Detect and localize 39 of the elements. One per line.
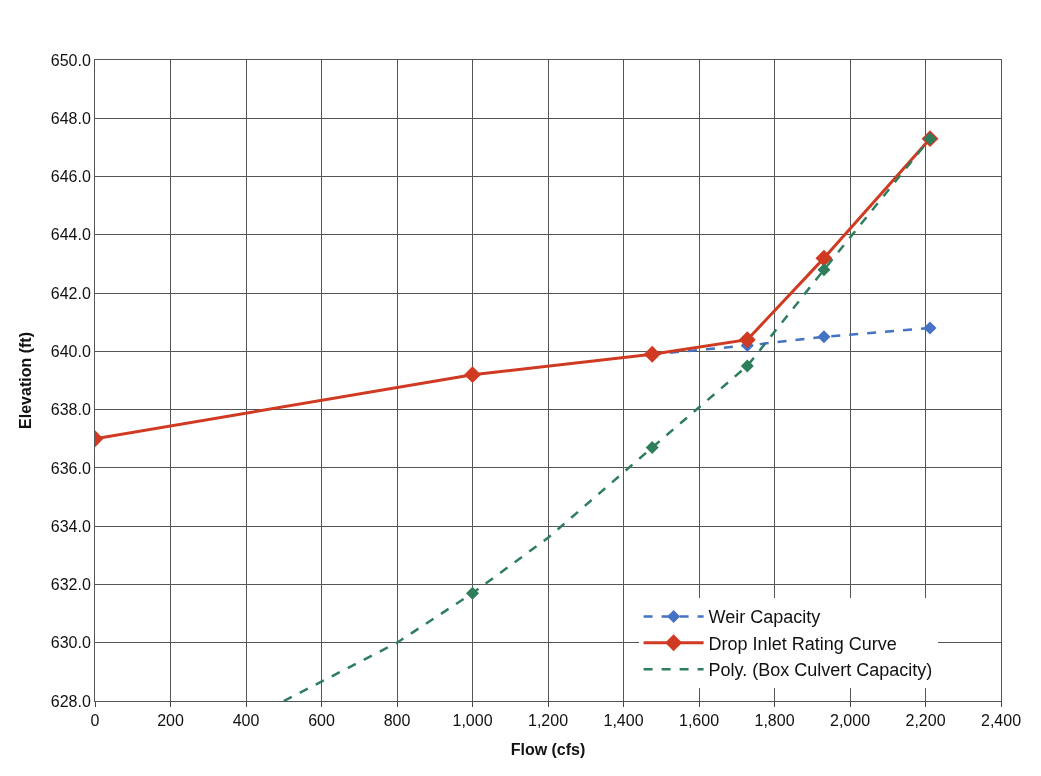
y-tick-label: 650.0 bbox=[50, 51, 91, 69]
y-tick-label: 642.0 bbox=[50, 284, 91, 302]
point bbox=[815, 249, 833, 267]
y-tick-label: 646.0 bbox=[50, 168, 91, 186]
y-tick-label: 630.0 bbox=[50, 634, 91, 652]
x-tick-label: 0 bbox=[90, 712, 100, 730]
point bbox=[738, 331, 756, 349]
point bbox=[923, 321, 937, 335]
y-tick-label: 634.0 bbox=[50, 517, 91, 535]
legend-label: Weir Capacity bbox=[708, 607, 821, 628]
x-tick-label: 1,200 bbox=[527, 712, 569, 730]
y-tick-label: 644.0 bbox=[50, 226, 91, 244]
point bbox=[817, 263, 831, 277]
y-tick-label: 636.0 bbox=[50, 459, 91, 477]
point bbox=[645, 441, 659, 455]
point bbox=[740, 359, 754, 373]
x-tick-label: 400 bbox=[232, 712, 260, 730]
x-tick-label: 1,000 bbox=[452, 712, 493, 730]
y-tick-label: 640.0 bbox=[50, 342, 91, 360]
x-axis-title: Flow (cfs) bbox=[510, 740, 586, 758]
y-tick-label: 628.0 bbox=[50, 692, 91, 710]
x-tick-label: 2,200 bbox=[905, 712, 946, 730]
y-axis-title: Elevation (ft) bbox=[16, 332, 34, 429]
y-tick-label: 648.0 bbox=[50, 109, 91, 127]
x-tick-label: 200 bbox=[157, 712, 184, 730]
point bbox=[466, 586, 479, 600]
x-tick-label: 1,400 bbox=[603, 712, 644, 730]
x-tick-label: 2,400 bbox=[980, 712, 1022, 730]
y-tick-label: 632.0 bbox=[50, 576, 91, 594]
x-tick-label: 1,600 bbox=[678, 712, 720, 730]
legend-label: Drop Inlet Rating Curve bbox=[708, 633, 897, 654]
point bbox=[464, 366, 481, 384]
x-tick-label: 600 bbox=[308, 712, 335, 730]
x-tick-label: 2,000 bbox=[829, 712, 871, 730]
y-tick-label: 638.0 bbox=[50, 401, 91, 419]
x-tick-label: 800 bbox=[383, 712, 411, 730]
point bbox=[817, 330, 831, 344]
legend-label: Poly. (Box Culvert Capacity) bbox=[708, 660, 933, 681]
x-tick-label: 1,800 bbox=[754, 712, 795, 730]
